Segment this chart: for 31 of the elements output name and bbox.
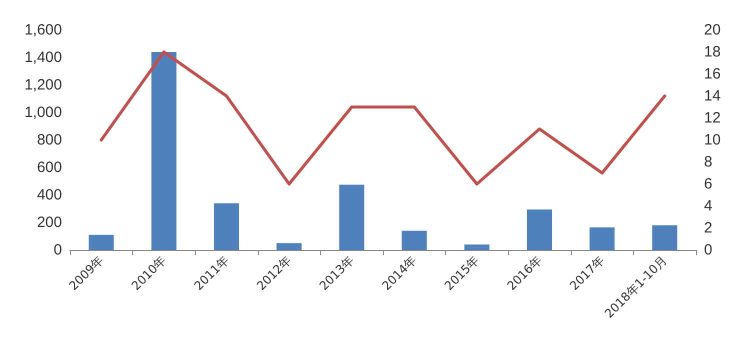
y-tick-label: 1,000 [24, 104, 62, 121]
y2-tick-label: 0 [704, 242, 712, 258]
bar [214, 203, 240, 250]
bar [590, 227, 615, 250]
y2-tick-label: 12 [704, 110, 721, 126]
y-tick-label: 0 [54, 242, 62, 258]
y2-tick-label: 14 [704, 88, 721, 104]
y2-tick-label: 6 [704, 176, 712, 192]
bar [88, 234, 114, 250]
y-tick-label: 800 [36, 132, 62, 148]
y-tick-label: 1,400 [24, 49, 62, 66]
bar [652, 225, 678, 250]
bar [276, 243, 302, 250]
y-tick-label: 1,200 [24, 76, 62, 94]
y2-tick-label: 16 [704, 66, 721, 82]
y2-tick-label: 4 [704, 198, 712, 214]
y2-tick-label: 2 [704, 220, 712, 236]
y2-tick-label: 8 [704, 154, 712, 170]
bar [151, 52, 176, 250]
bar [526, 209, 552, 250]
y2-tick-label: 20 [704, 22, 721, 38]
line-series [100, 50, 666, 186]
bar [339, 184, 364, 250]
y2-tick-label: 10 [704, 132, 721, 148]
y-tick-label: 600 [36, 159, 62, 176]
bar [464, 244, 490, 250]
bar [402, 230, 427, 250]
y-tick-label: 1,600 [24, 22, 62, 38]
y-tick-label: 400 [36, 186, 62, 204]
y-tick-label: 200 [36, 214, 62, 231]
y2-tick-label: 18 [704, 44, 721, 60]
